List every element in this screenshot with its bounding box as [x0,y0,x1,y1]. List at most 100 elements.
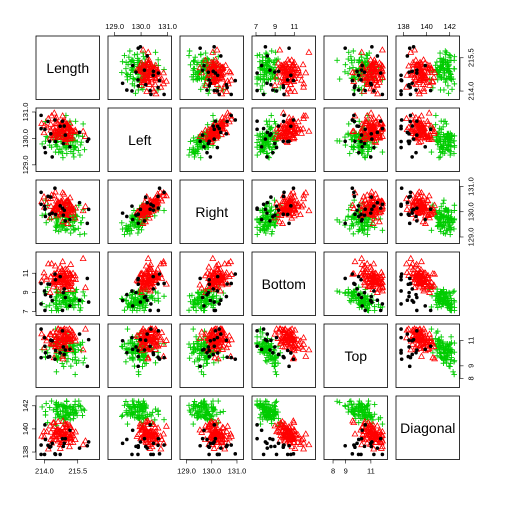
point-dot [423,217,428,222]
point-dot [212,337,216,342]
point-dot [407,141,411,146]
point-dot [142,348,147,352]
point-dot [86,337,91,342]
point-plus [135,57,142,64]
point-triangle [289,127,297,135]
point-plus [155,57,161,63]
point-dot [202,145,206,149]
panel-frame [251,107,316,172]
point-triangle [351,257,359,265]
point-dot [287,364,291,369]
point-dot [202,63,206,68]
point-triangle [370,71,378,78]
point-triangle [409,259,416,267]
point-dot [410,124,415,128]
point-dot [370,207,374,212]
point-plus [434,77,441,83]
point-dot [399,139,403,144]
point-dot [407,70,411,74]
point-plus [138,85,145,91]
point-plus [254,334,260,340]
point-dot [359,78,363,82]
point-triangle [66,206,74,213]
point-dot [134,70,138,74]
point-triangle [144,201,152,208]
point-dot [375,54,380,58]
point-triangle [209,61,217,68]
panel-frame [179,107,244,172]
point-dot [405,298,410,303]
point-dot [285,78,290,82]
point-triangle [60,190,68,197]
point-plus [62,227,69,234]
variable-label: Left [128,132,151,148]
point-plus [342,68,348,75]
point-triangle [425,135,433,143]
point-plus [440,124,446,130]
point-triangle [349,127,357,135]
point-plus [220,87,227,93]
point-dot [291,118,296,122]
point-plus [186,152,192,158]
panel-right-vs-length [35,179,100,244]
point-dot [46,194,50,199]
point-plus [446,147,452,154]
point-dot [138,207,143,212]
point-dot [148,344,152,349]
point-dot [268,219,272,223]
point-dot [375,130,380,135]
panel-top-vs-bottom [251,323,316,388]
point-dot [212,300,216,304]
point-dot [62,124,67,128]
point-dot [229,355,234,360]
point-dot [77,298,82,303]
point-triangle [371,58,379,65]
point-plus [257,66,263,72]
point-triangle [363,66,371,73]
point-triangle [53,133,61,140]
point-dot [265,211,269,215]
point-plus [275,360,281,367]
point-dot [145,54,149,58]
point-plus [371,307,378,314]
point-triangle [211,129,219,136]
point-dot [136,354,141,359]
point-dot [285,139,290,144]
point-triangle [144,48,152,55]
point-triangle [373,81,381,88]
point-triangle [138,212,146,219]
point-plus [121,52,128,59]
point-triangle [227,76,235,83]
point-dot [149,302,153,306]
point-plus [447,52,454,59]
point-dot [200,133,205,137]
point-plus [355,141,361,147]
point-plus [190,145,196,151]
point-plus [451,66,458,72]
point-dot [212,45,216,49]
point-plus [46,142,53,148]
point-dot [46,282,50,286]
point-triangle [294,64,302,71]
point-triangle [287,126,295,133]
point-triangle [367,56,375,63]
point-dot [43,292,48,297]
point-dot [207,78,211,82]
point-dot [343,221,347,226]
point-dot [130,289,134,293]
point-dot [352,113,356,118]
point-dot [355,69,359,74]
point-dot [263,45,268,49]
point-plus [123,358,129,365]
point-dot [408,113,413,118]
point-dot [407,221,412,226]
point-dot [350,78,355,83]
point-dot [125,350,129,355]
point-plus [254,81,260,87]
point-plus [195,290,202,297]
point-triangle [214,260,222,267]
point-dot [136,282,141,287]
point-plus [366,144,373,151]
point-plus [254,139,260,146]
point-triangle [305,127,313,134]
